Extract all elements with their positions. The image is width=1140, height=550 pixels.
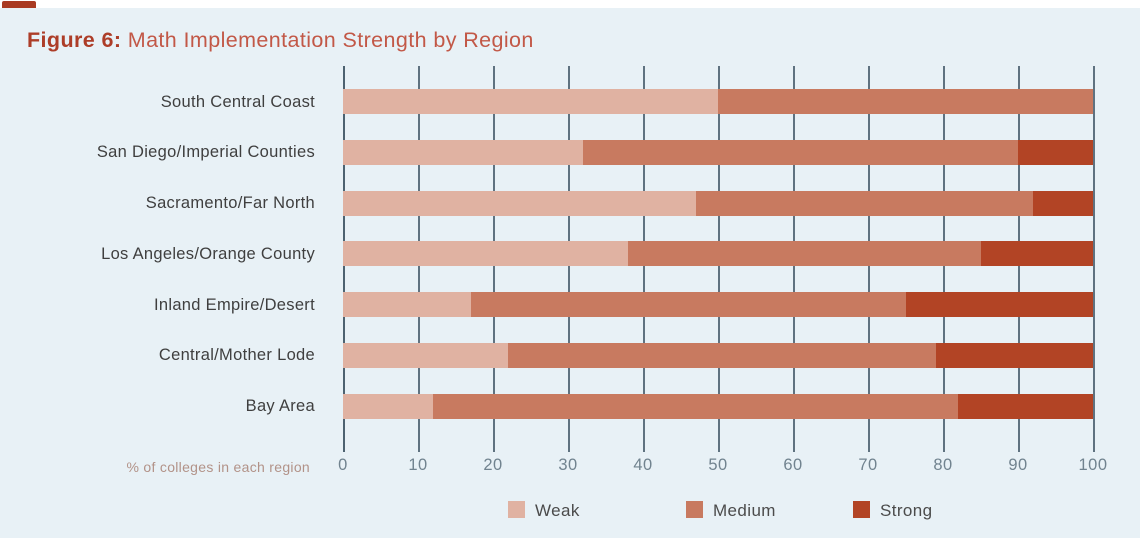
legend-label: Medium — [713, 501, 776, 520]
bar-segment-strong — [958, 393, 1093, 419]
legend-swatch-weak — [508, 501, 525, 518]
legend-item-medium: Medium — [686, 501, 776, 523]
x-tick-label: 20 — [483, 456, 503, 474]
x-tick-label: 100 — [1078, 456, 1108, 474]
legend-label: Strong — [880, 501, 933, 520]
bar-segment-weak — [343, 241, 628, 267]
bar-segment-medium — [470, 292, 906, 317]
bar-segment-medium — [508, 342, 936, 368]
category-label: Los Angeles/Orange County — [101, 244, 315, 263]
bottom-page-strip — [0, 538, 1140, 550]
category-label: Bay Area — [245, 397, 315, 415]
x-tick-label: 50 — [708, 456, 728, 474]
category-label: Inland Empire/Desert — [154, 295, 315, 314]
x-tick-label: 80 — [933, 456, 953, 474]
x-tick-label: 30 — [558, 456, 578, 474]
legend: Weak Medium Strong — [0, 501, 1140, 523]
bar-row — [343, 342, 1093, 368]
bar-segment-weak — [343, 342, 508, 368]
figure-number-label: Figure 6: — [27, 28, 122, 52]
x-tick-label: 40 — [633, 456, 653, 474]
bar-segment-strong — [1018, 139, 1093, 165]
bar-segment-strong — [980, 241, 1093, 267]
bar-segment-medium — [628, 241, 981, 267]
x-tick-label: 60 — [783, 456, 803, 474]
bar-row — [343, 139, 1093, 165]
bar-segment-strong — [935, 342, 1093, 368]
category-label: South Central Coast — [160, 92, 315, 111]
category-label: San Diego/Imperial Counties — [96, 143, 315, 162]
bar-segment-weak — [343, 393, 433, 419]
bar-row — [343, 292, 1093, 317]
chart-title: Figure 6: Math Implementation Strength b… — [27, 28, 534, 53]
bar-segment-medium — [695, 190, 1033, 216]
bar-segment-strong — [1033, 190, 1093, 216]
bar-segment-medium — [433, 393, 958, 419]
bar-row — [343, 89, 1093, 114]
bar-row — [343, 190, 1093, 216]
bar-segment-weak — [343, 292, 471, 317]
bar-segment-medium — [583, 139, 1018, 165]
legend-swatch-strong — [853, 501, 870, 518]
x-tick-label: 90 — [1008, 456, 1028, 474]
plot-area — [343, 66, 1095, 452]
legend-item-weak: Weak — [508, 501, 580, 523]
x-tick-label: 0 — [338, 456, 348, 474]
bar-segment-weak — [343, 190, 696, 216]
legend-item-strong: Strong — [853, 501, 933, 523]
legend-swatch-medium — [686, 501, 703, 518]
bar-row — [343, 393, 1093, 419]
x-tick-label: 70 — [858, 456, 878, 474]
category-label: Central/Mother Lode — [158, 346, 315, 365]
bar-row — [343, 241, 1093, 267]
bar-segment-strong — [905, 292, 1093, 317]
page-corner-accent — [2, 1, 36, 12]
x-tick-label: 10 — [408, 456, 428, 474]
legend-label: Weak — [535, 501, 580, 520]
x-axis-label: % of colleges in each region — [126, 459, 310, 475]
bar-segment-weak — [343, 139, 583, 165]
bar-segment-weak — [343, 89, 718, 114]
gridline-100 — [1093, 66, 1095, 452]
category-label: Sacramento/Far North — [145, 194, 315, 212]
bar-segment-medium — [718, 89, 1093, 114]
figure-title-text: Math Implementation Strength by Region — [121, 28, 534, 52]
